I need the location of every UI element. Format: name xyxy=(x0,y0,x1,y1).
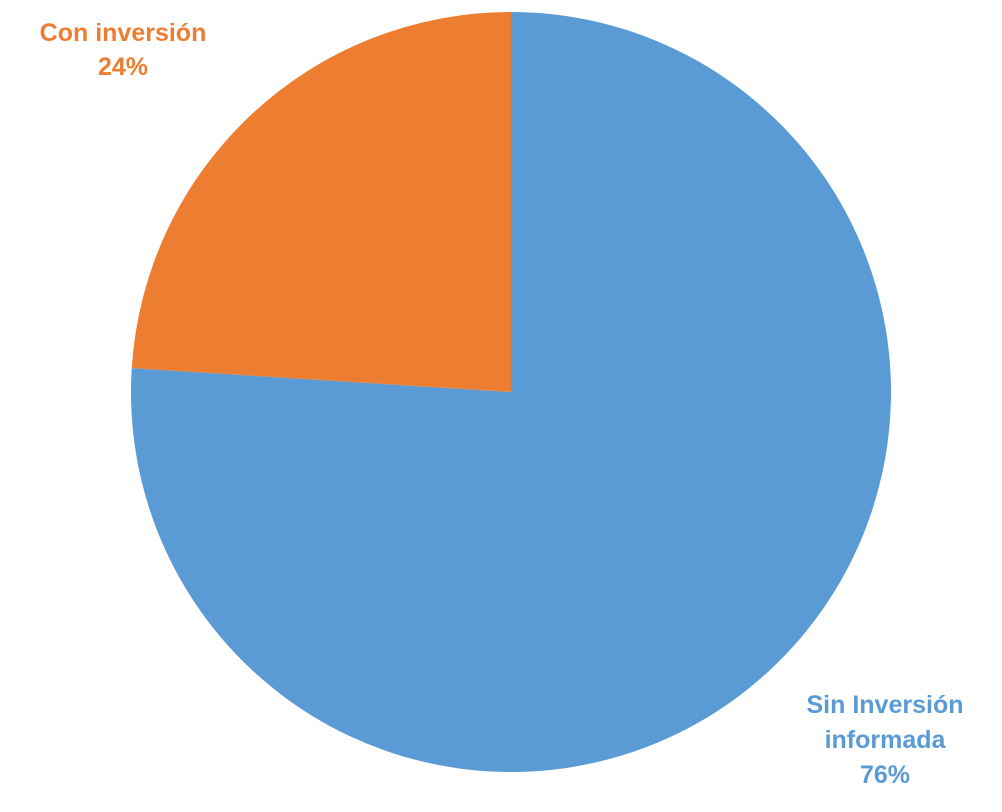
data-label-con-inversion: Con inversión 24% xyxy=(2,16,244,84)
data-label-sin-inversion-category-line1: Sin Inversión xyxy=(806,691,964,719)
pie-slice-sin-inversion xyxy=(131,12,891,772)
data-label-sin-inversion-percent: 76% xyxy=(859,761,911,789)
data-label-con-inversion-category: Con inversión xyxy=(39,19,207,47)
data-label-sin-inversion: Sin Inversión informada 76% xyxy=(775,688,995,793)
data-label-con-inversion-percent: 24% xyxy=(97,53,149,81)
pie-slice-con-inversion xyxy=(131,12,511,392)
data-label-sin-inversion-category-line2: informada xyxy=(824,726,946,754)
